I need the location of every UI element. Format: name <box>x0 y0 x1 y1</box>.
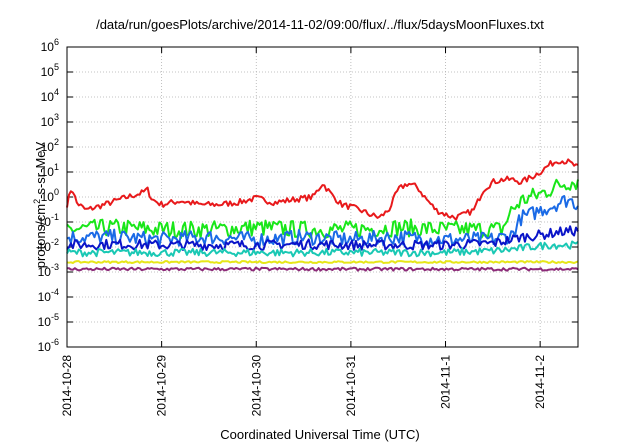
x-tick-label: 2014-11-2 <box>533 355 547 409</box>
y-tick-label: 10-5 <box>38 312 59 329</box>
x-tick-label: 2014-10-29 <box>155 355 169 417</box>
chart-title: /data/run/goesPlots/archive/2014-11-02/0… <box>96 17 544 32</box>
x-tick-label: 2014-11-1 <box>439 355 453 409</box>
series-line-2 <box>66 195 579 248</box>
x-tick-label: 2014-10-31 <box>344 355 358 417</box>
y-tick-label: 104 <box>41 87 59 104</box>
x-axis-label: Coordinated Universal Time (UTC) <box>220 427 420 442</box>
series-line-5 <box>66 260 579 265</box>
y-tick-label: 10-2 <box>38 237 59 254</box>
y-tick-label: 100 <box>41 187 59 204</box>
plot-frame <box>66 46 579 348</box>
series-line-1 <box>66 178 579 240</box>
y-tick-label: 102 <box>41 137 59 154</box>
y-tick-label: 105 <box>41 62 59 79</box>
y-tick-label: 10-4 <box>38 287 59 304</box>
series-line-6 <box>67 266 579 272</box>
series-line-4 <box>66 240 579 258</box>
y-tick-label: 10-3 <box>38 262 59 279</box>
series-line-0 <box>66 158 579 221</box>
x-tick-label: 2014-10-30 <box>249 355 263 417</box>
y-tick-label: 101 <box>41 162 59 179</box>
series-line-3 <box>66 225 579 251</box>
y-tick-label: 10-6 <box>38 337 59 354</box>
y-tick-label: 106 <box>41 37 59 54</box>
y-tick-label: 103 <box>41 112 59 129</box>
x-tick-label: 2014-10-28 <box>60 355 74 417</box>
y-tick-label: 10-1 <box>38 212 59 229</box>
